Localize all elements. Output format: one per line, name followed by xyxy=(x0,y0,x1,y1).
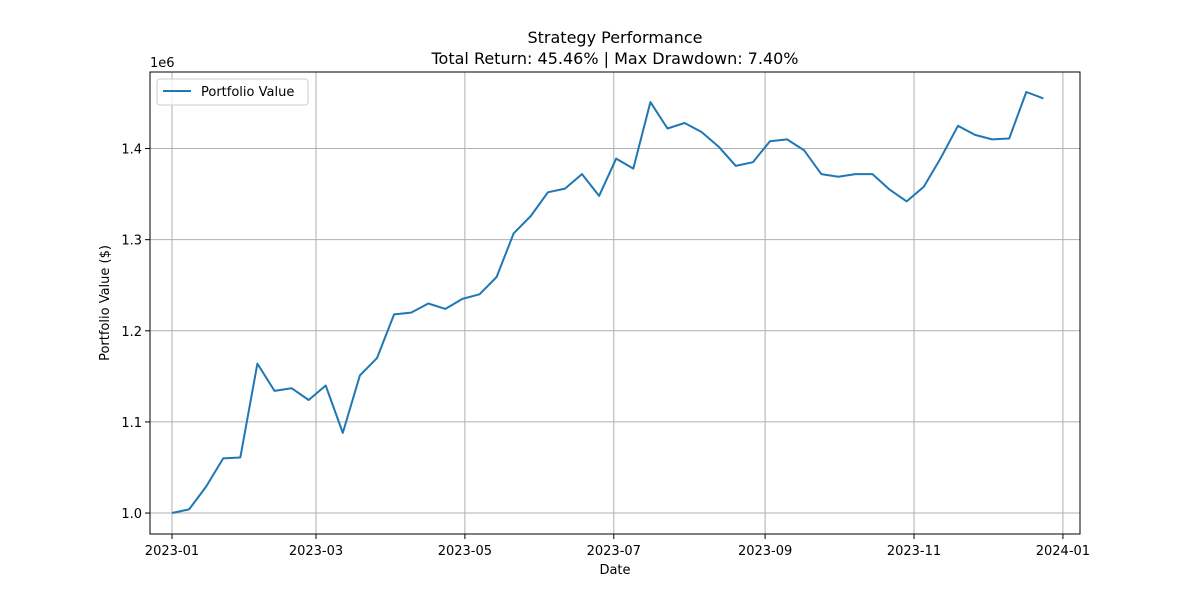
y-tick-label: 1.0 xyxy=(121,507,142,522)
series-layer xyxy=(171,91,1044,514)
grid xyxy=(150,72,1080,534)
y-axis: 1.0 1.1 1.2 1.3 1.4 xyxy=(121,143,150,522)
x-tick-label: 2023-03 xyxy=(289,544,343,559)
x-axis-label: Date xyxy=(599,563,630,578)
legend-box xyxy=(156,78,309,106)
y-tick-label: 1.2 xyxy=(121,325,142,340)
x-axis: 2023-01 2023-03 2023-05 2023-07 2023-09 2023-… xyxy=(145,534,1090,559)
legend-label: Portfolio Value xyxy=(201,85,294,100)
x-tick-label: 2023-09 xyxy=(738,544,792,559)
y-scale-label: 1e6 xyxy=(150,56,175,71)
plot-frame xyxy=(149,71,1081,535)
chart-title: Strategy Performance xyxy=(527,28,702,47)
y-tick-label: 1.1 xyxy=(121,416,142,431)
y-tick-label: 1.3 xyxy=(121,234,142,249)
x-tick-label: 2023-07 xyxy=(587,544,641,559)
y-axis-label: Portfolio Value ($) xyxy=(98,245,113,361)
legend: Portfolio Value xyxy=(156,78,309,106)
x-tick-label: 2024-01 xyxy=(1036,544,1090,559)
x-tick-label: 2023-01 xyxy=(145,544,199,559)
chart-subtitle: Total Return: 45.46% | Max Drawdown: 7.4… xyxy=(430,49,798,68)
x-tick-label: 2023-05 xyxy=(438,544,492,559)
x-tick-label: 2023-11 xyxy=(887,544,941,559)
y-tick-label: 1.4 xyxy=(121,143,142,158)
series-line xyxy=(171,91,1044,514)
